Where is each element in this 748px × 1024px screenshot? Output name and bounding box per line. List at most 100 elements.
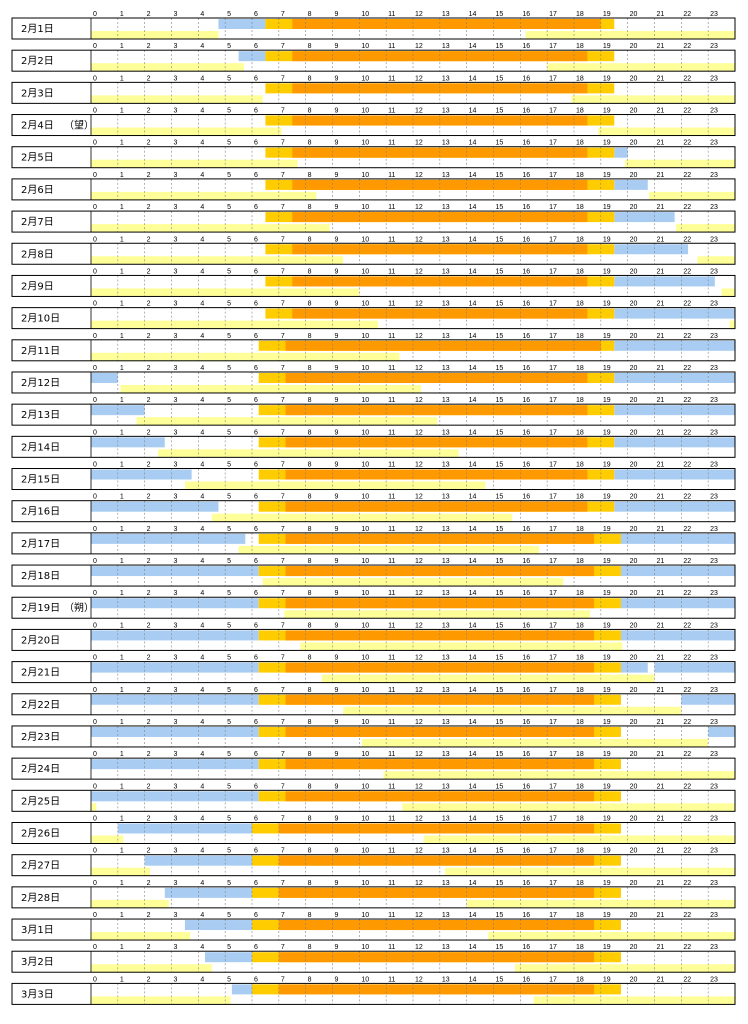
hour-tick-label: 5 [227, 494, 231, 501]
hour-tick-label: 17 [549, 816, 557, 823]
hour-tick-label: 22 [683, 204, 691, 211]
hour-tick-label: 9 [335, 108, 339, 115]
hour-tick-label: 8 [308, 590, 312, 597]
hour-tick-label: 1 [120, 751, 124, 758]
night-sky-segment [91, 566, 259, 577]
hour-tick-label: 22 [683, 976, 691, 983]
hour-tick-label: 19 [603, 268, 611, 275]
hour-tick-label: 12 [415, 11, 423, 18]
hour-tick-label: 10 [361, 719, 369, 726]
night-sky-segment [620, 630, 735, 641]
hour-tick-label: 2 [147, 687, 151, 694]
hour-tick-label: 14 [469, 526, 477, 533]
hour-tick-label: 21 [657, 365, 665, 372]
hour-tick-label: 3 [174, 687, 178, 694]
hour-tick-label: 7 [281, 816, 285, 823]
day-row: 0 1 2 3 4 5 6 7 8 9 10 11 12 13 14 15 16 17 18 19 20 21 22 232月… [11, 494, 736, 523]
hour-tick-label: 7 [281, 75, 285, 82]
day-row-border [11, 371, 736, 394]
hour-tick-label: 23 [710, 268, 718, 275]
hour-tick-label: 16 [522, 848, 530, 855]
hour-tick-label: 8 [308, 655, 312, 662]
moon-segment [488, 932, 735, 941]
moon-segment [91, 803, 97, 812]
day-row-border [11, 693, 736, 716]
hour-tick-label: 11 [388, 687, 395, 694]
hour-tick-label: 8 [308, 526, 312, 533]
hour-tick-label: 0 [93, 301, 97, 308]
hour-tick-label: 21 [657, 622, 665, 629]
hour-tick-label: 19 [603, 719, 611, 726]
hour-tick-label: 1 [120, 333, 124, 340]
hour-tick-label: 22 [683, 558, 691, 565]
hour-tick-label: 3 [174, 43, 178, 50]
night-sky-segment [184, 920, 252, 931]
moon-segment [91, 191, 317, 200]
day-label: 2月9日 [21, 280, 54, 292]
hour-tick-label: 5 [227, 301, 231, 308]
hour-tick-label: 23 [710, 719, 718, 726]
hour-tick-label: 19 [603, 590, 611, 597]
hour-tick-label: 22 [683, 140, 691, 147]
daylight-segment [292, 19, 601, 29]
hour-tick-label: 5 [227, 622, 231, 629]
moon-segment [91, 159, 298, 168]
hour-tick-label: 12 [415, 622, 423, 629]
day-label: 2月28日 [21, 892, 60, 904]
hour-tick-label: 9 [335, 172, 339, 179]
hour-tick-label: 4 [200, 816, 204, 823]
hour-tick-label: 10 [361, 494, 369, 501]
hour-tick-label: 16 [522, 75, 530, 82]
hour-tick-label: 2 [147, 204, 151, 211]
hour-tick-label: 10 [361, 622, 369, 629]
day-label: 2月3日 [21, 87, 54, 99]
hour-tick-label: 0 [93, 397, 97, 404]
hour-tick-label: 8 [308, 172, 312, 179]
hour-tick-label: 16 [522, 108, 530, 115]
hour-tick-label: 17 [549, 11, 557, 18]
hour-tick-label: 23 [710, 43, 718, 50]
night-sky-segment [218, 19, 266, 29]
hour-tick-label: 15 [496, 976, 504, 983]
hour-tick-label: 7 [281, 204, 285, 211]
hour-tick-label: 3 [174, 880, 178, 887]
hour-tick-label: 14 [469, 75, 477, 82]
hour-tick-label: 15 [496, 268, 504, 275]
hour-tick-label: 4 [200, 751, 204, 758]
hour-tick-label: 23 [710, 11, 718, 18]
hour-tick-label: 10 [361, 268, 369, 275]
hour-tick-label: 3 [174, 912, 178, 919]
hour-tick-label: 2 [147, 43, 151, 50]
hour-tick-label: 12 [415, 816, 423, 823]
hour-tick-label: 8 [308, 397, 312, 404]
day-label: 2月22日 [21, 699, 60, 711]
hour-tick-label: 0 [93, 526, 97, 533]
hour-tick-label: 14 [469, 494, 477, 501]
hour-tick-label: 3 [174, 976, 178, 983]
night-sky-segment [231, 984, 252, 995]
hour-tick-label: 8 [308, 333, 312, 340]
hour-tick-label: 14 [469, 687, 477, 694]
hour-tick-label: 11 [388, 944, 395, 951]
hour-tick-label: 4 [200, 526, 204, 533]
hour-tick-label: 1 [120, 462, 124, 469]
day-row-border [11, 532, 736, 555]
day-row-border [11, 114, 736, 137]
hour-tick-label: 1 [120, 944, 124, 951]
hour-tick-label: 4 [200, 783, 204, 790]
phase-note: （望） [64, 119, 94, 132]
hour-tick-label: 10 [361, 333, 369, 340]
hour-tick-label: 23 [710, 880, 718, 887]
hour-tick-label: 23 [710, 172, 718, 179]
hour-tick-label: 6 [254, 816, 258, 823]
hour-tick-label: 2 [147, 719, 151, 726]
hour-tick-label: 21 [657, 655, 665, 662]
hour-tick-label: 2 [147, 751, 151, 758]
hour-tick-label: 10 [361, 236, 369, 243]
hour-tick-label: 10 [361, 75, 369, 82]
hour-tick-label: 5 [227, 108, 231, 115]
day-row: 0 1 2 3 4 5 6 7 8 9 10 11 12 13 14 15 16 17 18 19 20 21 22 232月… [11, 204, 736, 233]
hour-tick-label: 7 [281, 172, 285, 179]
day-label: 2月5日 [21, 152, 54, 164]
hour-tick-label: 19 [603, 558, 611, 565]
